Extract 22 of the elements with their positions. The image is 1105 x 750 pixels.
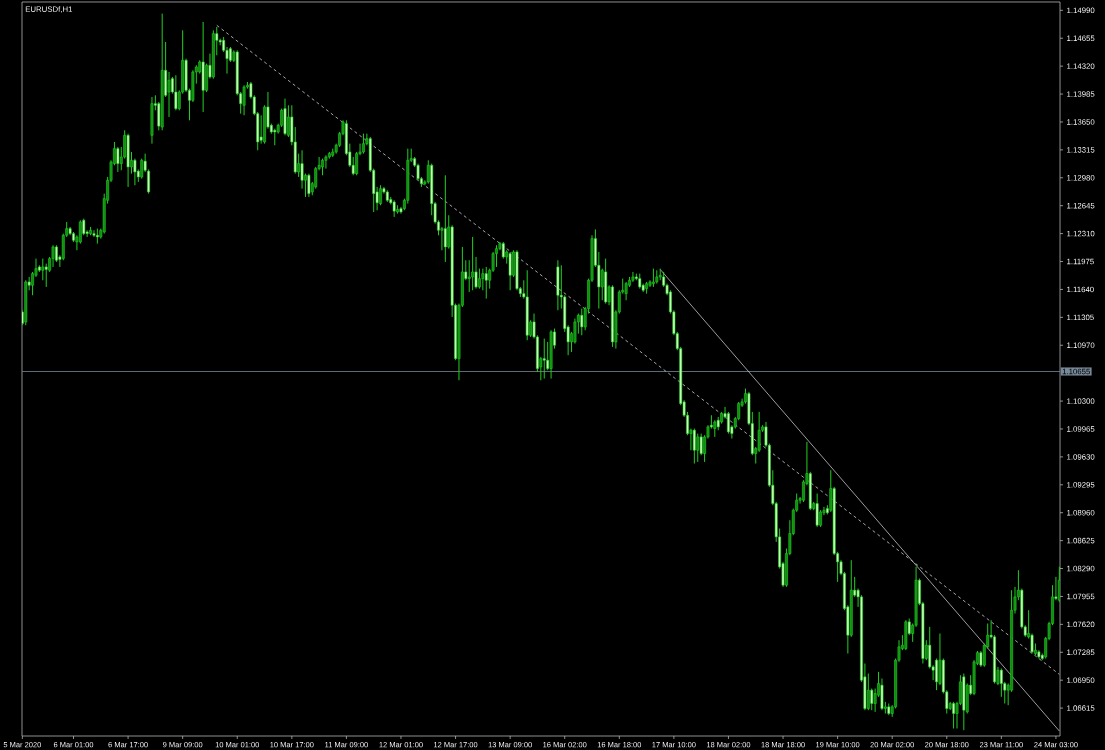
candlestick [242, 84, 246, 116]
candlestick [692, 428, 696, 465]
candlestick [471, 236, 475, 291]
candlestick [116, 146, 120, 173]
candlestick [174, 74, 178, 111]
candlestick [478, 268, 481, 290]
candlestick [727, 411, 730, 435]
candlestick [140, 158, 144, 180]
candlestick [495, 244, 498, 268]
candlestick [542, 338, 546, 380]
candlestick [696, 433, 700, 463]
candlestick [379, 184, 382, 206]
candlestick [481, 268, 485, 291]
candlestick [952, 701, 956, 729]
candlestick [580, 308, 584, 336]
candlestick [443, 174, 447, 263]
candlestick [484, 266, 488, 300]
candlestick [624, 281, 628, 301]
candlestick [870, 688, 874, 711]
candlestick [935, 658, 938, 691]
candlestick [866, 673, 870, 711]
candlestick [362, 133, 365, 155]
